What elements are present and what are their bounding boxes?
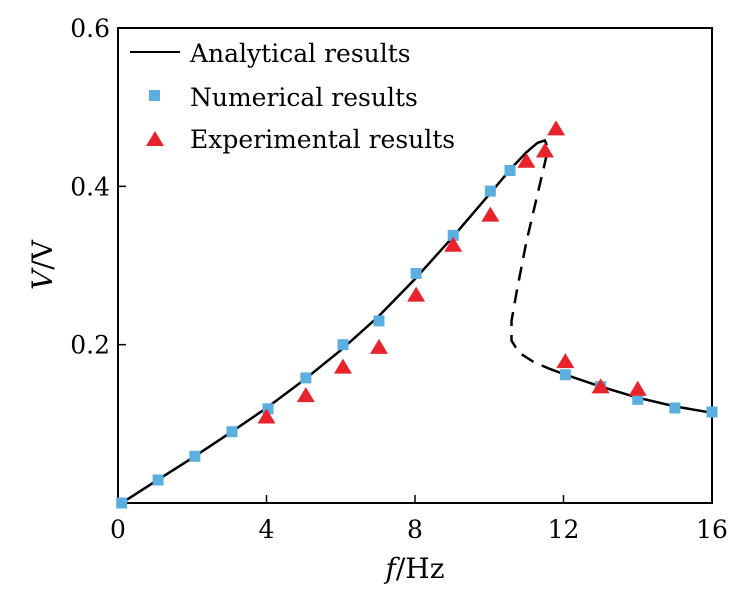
- legend: Analytical results Numerical results Exp…: [130, 39, 455, 154]
- numerical-point: [706, 406, 718, 418]
- x-tick-label: 4: [259, 515, 275, 544]
- legend-label-numerical: Numerical results: [190, 83, 418, 112]
- numerical-point: [484, 185, 496, 197]
- numerical-point: [632, 393, 644, 405]
- analytical-stable-upper-line: [121, 138, 548, 505]
- analytical-unstable-dashed-line: [510, 154, 550, 370]
- x-tick-label: 0: [110, 515, 126, 544]
- x-axis-label: f/Hz: [384, 552, 445, 585]
- analytical-stable-lower-line: [548, 367, 713, 415]
- legend-triangle-icon: [146, 131, 164, 146]
- data-marks: [116, 120, 718, 509]
- experimental-point: [296, 387, 315, 403]
- numerical-point: [226, 426, 238, 438]
- numerical-point: [669, 402, 681, 414]
- experimental-point: [481, 206, 500, 222]
- x-tick-label: 16: [696, 515, 728, 544]
- numerical-point: [559, 369, 571, 381]
- numerical-point: [410, 267, 422, 279]
- y-axis-label: V/V: [26, 239, 59, 290]
- numerical-point: [300, 372, 312, 384]
- legend-label-experimental: Experimental results: [190, 125, 455, 154]
- experimental-point: [517, 152, 536, 168]
- numerical-point: [152, 474, 164, 486]
- numerical-point: [504, 165, 516, 176]
- numerical-point: [447, 229, 459, 241]
- y-tick-label: 0.2: [70, 331, 110, 360]
- numerical-point: [373, 315, 385, 327]
- experimental-point: [333, 358, 352, 374]
- experimental-point: [369, 338, 388, 354]
- numerical-point: [337, 339, 349, 351]
- experimental-point: [535, 142, 554, 158]
- legend-label-analytical: Analytical results: [189, 39, 411, 68]
- y-tick-label: 0.6: [70, 14, 110, 43]
- legend-square-icon: [149, 90, 160, 101]
- numerical-point: [116, 497, 128, 509]
- experimental-point: [556, 353, 575, 369]
- x-tick-label: 8: [407, 515, 423, 544]
- numerical-point: [262, 403, 274, 415]
- experimental-point: [547, 120, 566, 136]
- experimental-point: [591, 378, 610, 394]
- x-tick-label: 12: [548, 515, 580, 544]
- experimental-point: [444, 236, 463, 252]
- y-tick-label: 0.4: [70, 172, 110, 201]
- axis-ticks: 0 4 8 12 16 0.2 0.4 0.6: [70, 14, 728, 544]
- experimental-point: [257, 408, 276, 424]
- experimental-point: [628, 380, 647, 396]
- experimental-point: [407, 286, 426, 302]
- numerical-point: [189, 450, 201, 462]
